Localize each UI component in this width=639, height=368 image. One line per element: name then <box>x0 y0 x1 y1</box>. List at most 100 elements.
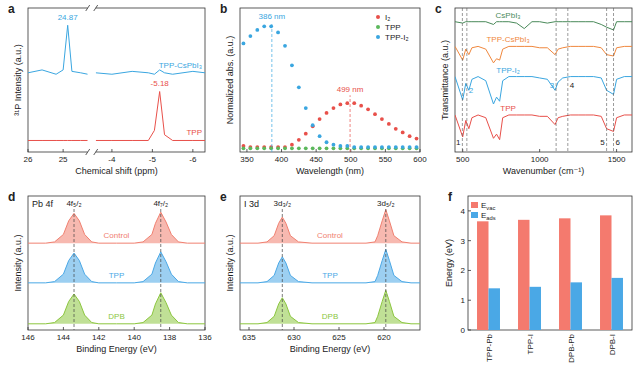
line <box>240 210 420 244</box>
bar <box>600 215 611 330</box>
line <box>28 212 205 243</box>
series-group <box>28 252 205 283</box>
area-fill <box>28 212 205 243</box>
legend-label: TPP <box>385 23 401 32</box>
point <box>318 134 322 138</box>
x-tick-label: 146 <box>21 333 35 342</box>
panel: b350400450500550600Wavelength (nm)Normal… <box>220 2 427 176</box>
x-tick-label: 500 <box>456 155 470 164</box>
x-tick-label: 25 <box>59 155 68 164</box>
bar <box>477 221 488 330</box>
panel-letter: d <box>8 190 15 204</box>
reference-line <box>350 95 351 152</box>
panel-letter: e <box>220 190 227 204</box>
point <box>415 145 419 149</box>
y-tick <box>468 300 471 301</box>
bar <box>559 218 570 330</box>
panel: d146144142140138136Binding Energy (eV)In… <box>8 190 212 354</box>
x-tick <box>294 327 295 330</box>
point <box>394 145 398 149</box>
series-label: TPP-CsPbI₃ <box>486 35 529 44</box>
point <box>325 111 329 115</box>
x-tick-label: 144 <box>57 333 71 342</box>
x-tick <box>384 327 385 330</box>
legend-label: Eads <box>481 211 496 221</box>
series-group <box>28 140 88 141</box>
legend-swatch <box>376 25 380 29</box>
y-tick-label: 0 <box>461 326 466 335</box>
series-label: TPP <box>109 271 125 280</box>
x-axis-label: Wavenumber (cm⁻¹) <box>503 166 584 176</box>
area-fill <box>240 290 420 324</box>
line <box>96 70 205 74</box>
point <box>332 106 336 110</box>
point <box>325 146 329 150</box>
axis-break-gap <box>88 151 96 154</box>
figure: a2625-4-5-6Chemical shift (ppm)³¹P Inten… <box>0 0 639 368</box>
legend-swatch <box>376 15 380 19</box>
point <box>387 122 391 126</box>
x-tick-label: 630 <box>287 333 301 342</box>
series-label: DPB <box>108 312 124 321</box>
legend-label: Evac <box>481 201 495 211</box>
x-tick <box>28 149 29 152</box>
point <box>297 85 301 89</box>
panel: a2625-4-5-6Chemical shift (ppm)³¹P Inten… <box>8 2 205 176</box>
x-tick-label: 140 <box>128 333 142 342</box>
point <box>283 146 287 150</box>
bar <box>518 220 529 330</box>
x-tick-label: 625 <box>332 333 346 342</box>
series-label: TPP <box>322 271 338 280</box>
x-tick-label: 26 <box>24 155 33 164</box>
point <box>394 127 398 131</box>
line <box>455 115 632 140</box>
line <box>28 293 205 324</box>
x-tick <box>385 149 386 152</box>
x-tick <box>339 327 340 330</box>
axis-break-mark <box>86 5 90 11</box>
annotation: 4f₅/₂ <box>66 199 81 208</box>
x-tick-label: 550 <box>379 155 393 164</box>
line <box>28 25 88 74</box>
point <box>290 63 294 67</box>
x-tick <box>63 327 64 330</box>
line <box>455 46 632 62</box>
point <box>318 117 322 121</box>
point <box>366 145 370 149</box>
point <box>269 146 273 150</box>
point <box>269 24 273 28</box>
category-label: DPB-I <box>608 334 617 355</box>
series-label: CsPbI₃ <box>496 11 521 20</box>
point <box>359 104 363 108</box>
plot-frame <box>28 8 205 152</box>
x-tick <box>111 149 112 152</box>
annotation: -5.18 <box>151 79 170 88</box>
plot-frame <box>455 8 632 152</box>
point <box>387 145 391 149</box>
subscript: vac <box>486 205 495 211</box>
reference-line <box>462 8 463 152</box>
series-group <box>28 25 88 74</box>
reference-line <box>556 8 557 152</box>
series-label: TPP <box>186 128 202 137</box>
y-axis-label: Normalized abs. (a.u.) <box>225 36 235 125</box>
x-tick <box>539 149 540 152</box>
reference-line <box>606 8 607 152</box>
point <box>380 117 384 121</box>
x-tick-label: -4 <box>108 155 116 164</box>
plot-frame <box>240 196 420 330</box>
annotation: 2 <box>469 86 474 95</box>
line <box>455 22 632 30</box>
point <box>283 44 287 48</box>
category-label: TPP-Pb <box>485 333 494 362</box>
annotation: 3 <box>550 81 555 90</box>
reference-line <box>74 209 75 330</box>
y-tick-label: 3 <box>461 237 466 246</box>
x-tick-label: 400 <box>275 155 289 164</box>
x-tick-label: -5 <box>149 155 157 164</box>
bar <box>571 282 582 330</box>
panel: c50010001500Wavenumber (cm⁻¹)Transmittan… <box>435 2 632 176</box>
legend-label: I₂ <box>385 13 390 22</box>
series-group <box>455 77 632 104</box>
point <box>373 145 377 149</box>
